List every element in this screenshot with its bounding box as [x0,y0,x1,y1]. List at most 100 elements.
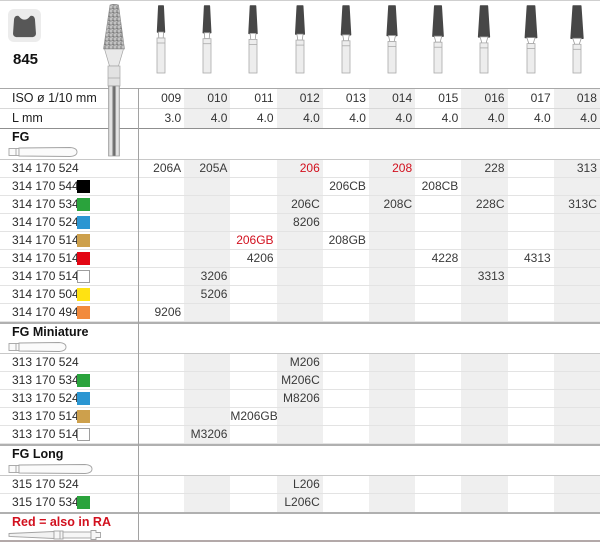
size-cell [230,476,276,493]
green-grit-square [77,496,90,509]
size-cell [138,232,184,249]
size-cell [553,250,600,267]
size-cell [508,178,554,195]
size-cell [368,268,416,285]
size-cell [553,354,600,371]
gold-grit-square [77,410,90,423]
table-row: 314 170 494 9206 [0,304,600,322]
size-cell [276,286,323,303]
size-cell: 206C [276,196,323,213]
order-code: 314 170 524 [12,161,79,175]
yellow-grit-square [77,288,90,301]
iso-value: 015 [438,91,459,105]
size-cell [184,232,231,249]
size-cell [415,476,461,493]
order-code: 313 170 524 [0,390,138,407]
length-value: 4.0 [461,109,508,128]
size-cell [276,178,323,195]
table-row: 314 170 524 8206 [0,214,600,232]
size-cell [138,390,184,407]
size-cell [323,304,369,321]
size-cell [508,268,554,285]
size-cell [230,304,276,321]
size-cell: M206 [276,354,323,371]
size-cell [184,354,231,371]
order-code: 313 170 534 [0,372,138,389]
bur-icon-cell [138,1,184,88]
size-cell [230,286,276,303]
size-cell [553,214,600,231]
size-cell: 4206 [246,251,274,265]
size-cell [508,476,554,493]
table-row: 313 170 534 M206C [0,372,600,390]
size-cell [138,354,184,371]
order-code: 314 170 544 [0,178,138,195]
size-cell [368,178,416,195]
size-cell [368,354,416,371]
size-cell: 205A [184,160,231,177]
white-grit-square [77,270,90,283]
table-row: 313 170 524 M206 [0,354,600,372]
size-cell [415,372,461,389]
size-cell [138,494,184,512]
order-code: 313 170 514 [0,426,138,443]
table-row: 314 170 514 3206 3313 [0,268,600,286]
size-cell [415,232,461,249]
order-code: 313 170 514 [0,408,138,425]
size-cell [230,372,276,389]
size-cell [461,214,508,231]
size-cell [368,426,416,443]
red-note-text: Red = also in RA [12,515,111,529]
size-cell [323,408,369,425]
iso-row-label: ISO ø 1/10 mm [12,91,97,105]
size-cell [461,476,508,493]
iso-value: 013 [345,91,366,105]
size-cell [138,268,184,285]
size-cell: 4228 [431,251,459,265]
size-cell [553,408,600,425]
section-title: FG Miniature [12,325,89,339]
length-value: 4.0 [368,109,416,128]
iso-value: 009 [161,91,182,105]
size-cell: 313 [553,160,600,177]
size-cell [230,494,276,512]
black-grit-square [77,180,90,193]
size-cell [461,372,508,389]
size-cell [230,354,276,371]
length-value: 4.0 [184,109,231,128]
size-cell [138,196,184,213]
blue-grit-square [77,392,90,405]
size-cell [508,408,554,425]
size-cell [323,286,369,303]
bur-icon [340,5,352,74]
size-cell [461,178,508,195]
bur-icon [248,5,259,74]
size-cell [508,494,554,512]
size-cell [415,354,461,371]
size-cell [323,372,369,389]
size-cell [184,178,231,195]
bur-icon-cell [554,1,600,88]
size-cell [184,304,231,321]
size-cell [276,426,323,443]
size-cell [276,408,323,425]
size-cell [461,304,508,321]
size-cell [415,426,461,443]
size-cell [415,160,461,177]
size-cell: 3206 [184,268,231,285]
size-cell [230,268,276,285]
series-cell: 845 [0,1,138,88]
size-cell [415,494,461,512]
size-cell [461,232,508,249]
size-cell: 206GB [236,233,274,247]
size-cell [508,232,554,249]
iso-row: ISO ø 1/10 mm 009 010 011 012 013 014 015 016 01… [0,88,600,108]
iso-value: 014 [368,89,416,108]
size-cell [415,390,461,407]
size-cell [461,390,508,407]
table-row: 313 170 514 M206GB [0,408,600,426]
size-cell [553,476,600,493]
order-code: 314 170 514 [0,232,138,249]
size-cell [461,286,508,303]
